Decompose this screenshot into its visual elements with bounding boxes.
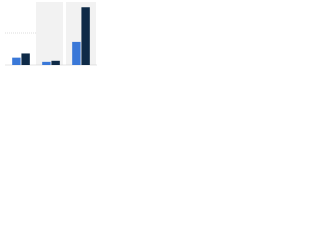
bar [12,57,21,65]
bar [51,60,60,65]
chart [5,2,97,66]
bar [42,61,51,65]
band-shading [36,2,63,65]
bar [21,53,30,65]
bar [72,41,81,65]
page: {"chart_data": {"type": "bar", "categori… [0,0,100,71]
band-shading [66,2,96,65]
bar [81,7,90,65]
